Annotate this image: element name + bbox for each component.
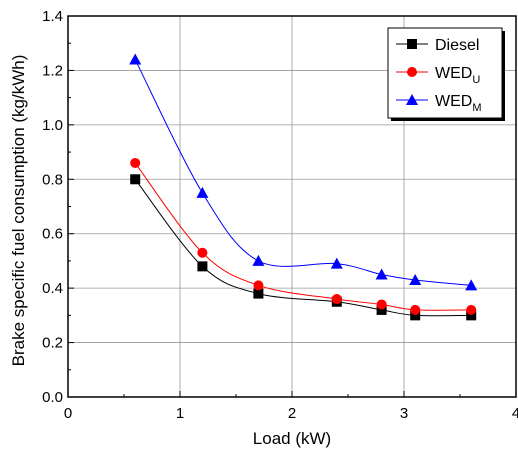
data-point-series-0 — [376, 304, 387, 315]
data-point-series-2 — [252, 254, 265, 266]
x-tick-label: 4 — [512, 405, 518, 422]
x-tick-label: 0 — [64, 405, 72, 422]
data-point-series-1 — [331, 294, 342, 305]
data-point-series-1 — [410, 304, 421, 315]
legend-label-1: WEDU — [435, 65, 480, 86]
x-tick-label: 2 — [288, 405, 296, 422]
legend-label-subscript-2: M — [472, 102, 481, 114]
data-point-series-1 — [130, 157, 141, 168]
data-point-series-2 — [196, 186, 209, 198]
data-point-series-0 — [130, 174, 141, 185]
y-tick-label: 1.0 — [42, 117, 63, 134]
legend-label-subscript-1: U — [472, 74, 480, 86]
legend-marker-2 — [406, 94, 418, 105]
y-axis-title: Brake specific fuel consumption (kg/kWh) — [9, 55, 28, 367]
legend-marker-1 — [407, 67, 417, 77]
y-tick-label: 1.4 — [42, 8, 63, 25]
x-tick-label: 1 — [176, 405, 184, 422]
y-tick-label: 0.2 — [42, 335, 63, 352]
y-tick-label: 0.0 — [42, 389, 63, 406]
data-point-series-0 — [466, 310, 477, 321]
data-point-series-2 — [465, 279, 478, 291]
axis-ticks: 0 1 2 3 4 0.0 0.2 0.4 0.6 0.8 1.0 1.2 1.4 — [42, 8, 518, 422]
y-tick-label: 0.4 — [42, 280, 63, 297]
y-tick-label: 0.6 — [42, 226, 63, 243]
data-point-series-0 — [197, 261, 208, 272]
x-axis-title: Load (kW) — [253, 429, 331, 448]
x-tick-label: 3 — [400, 405, 408, 422]
data-point-series-0 — [253, 288, 264, 299]
data-point-series-2 — [375, 268, 388, 280]
data-point-series-0 — [410, 310, 421, 321]
legend: Diesel WEDU WEDM — [387, 27, 505, 121]
data-point-series-1 — [253, 280, 264, 291]
legend-marker-0 — [407, 39, 417, 49]
data-point-series-2 — [330, 257, 343, 269]
y-tick-label: 0.8 — [42, 171, 63, 188]
series-line-0 — [134, 178, 472, 317]
data-point-series-1 — [197, 247, 208, 258]
y-tick-label: 1.2 — [42, 62, 63, 79]
data-point-series-2 — [129, 53, 142, 65]
series-markers — [129, 53, 478, 321]
data-point-series-1 — [466, 304, 477, 315]
data-point-series-1 — [376, 299, 387, 310]
legend-label-0: Diesel — [435, 37, 479, 54]
legend-label-2: WEDM — [435, 93, 482, 114]
data-point-series-2 — [409, 273, 422, 285]
